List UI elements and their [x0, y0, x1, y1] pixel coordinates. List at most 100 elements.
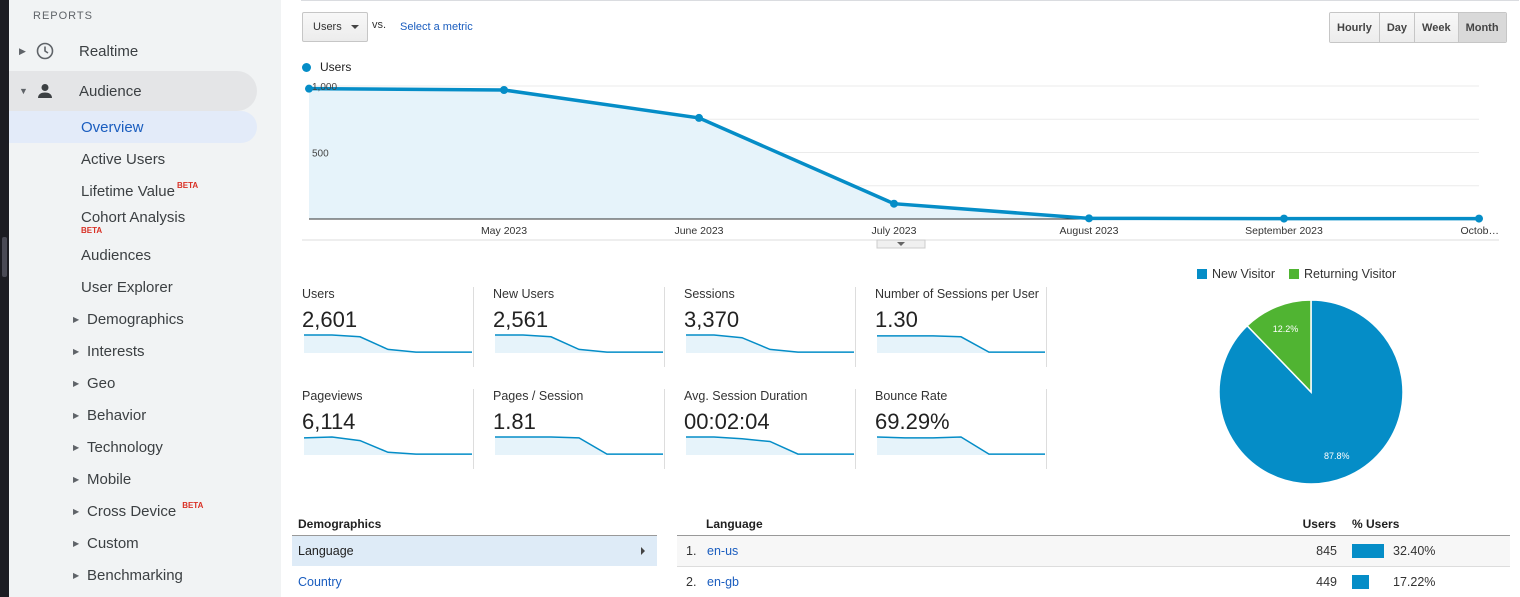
week-button[interactable]: Week — [1415, 13, 1459, 42]
row-number: 2. — [686, 575, 697, 589]
data-point — [500, 85, 508, 94]
metric-label: Pageviews — [302, 389, 363, 403]
expand-triangle-icon: ▶ — [73, 538, 80, 548]
metric-label: New Users — [493, 287, 555, 301]
metric-value: 69.29% — [875, 409, 950, 434]
sidebar-item-label: Realtime — [79, 42, 139, 60]
sparkline-path — [495, 436, 663, 455]
expand-triangle-icon: ▶ — [73, 378, 80, 388]
metric-tile-sessions-per-user[interactable]: Number of Sessions per User 1.30 — [875, 287, 1047, 367]
sidebar-group-behavior[interactable]: ▶ Behavior — [9, 399, 257, 431]
sidebar-item-user-explorer[interactable]: User Explorer — [9, 271, 257, 303]
demographics-heading: Demographics — [298, 517, 382, 531]
pct-value: 17.22% — [1393, 575, 1436, 589]
metric-value: 1.81 — [493, 409, 536, 434]
sidebar-item-cohort-analysis[interactable]: Cohort Analysis BETA — [9, 207, 257, 243]
users-value: 449 — [1316, 575, 1337, 589]
sparkline-fill — [495, 437, 663, 455]
sidebar-item-overview[interactable]: Overview — [9, 111, 257, 143]
legend-swatch — [302, 62, 311, 72]
beta-badge: BETA — [176, 180, 199, 190]
demographics-language-item[interactable]: Language — [292, 536, 657, 566]
window-edge — [0, 0, 9, 597]
sidebar-item-label: Geo — [87, 374, 116, 392]
x-tick-label: Octob… — [1460, 225, 1499, 237]
users-line-chart: 1,000 500 May 2023 June 2023 July 2023 August… — [302, 82, 1499, 249]
sidebar-group-cross-device[interactable]: ▶ Cross Device BETA — [9, 495, 257, 527]
pct-value: 32.40% — [1393, 544, 1436, 558]
demographics-country-link[interactable]: Country — [298, 575, 342, 589]
sidebar-item-audience[interactable]: ▼ Audience — [9, 71, 257, 111]
sidebar-item-realtime[interactable]: ▶ Realtime — [9, 31, 257, 71]
visitor-pie-chart: 87.8% 12.2% — [1218, 299, 1404, 485]
sparkline-path — [686, 334, 854, 353]
users-value: 845 — [1316, 544, 1337, 558]
sidebar-item-label: User Explorer — [81, 278, 173, 296]
expand-triangle-icon: ▶ — [73, 410, 80, 420]
metric-label: Avg. Session Duration — [684, 389, 808, 403]
data-point — [1475, 214, 1483, 223]
sparkline — [303, 436, 472, 455]
sparkline-fill — [877, 335, 1045, 353]
data-point — [1280, 214, 1288, 223]
sidebar-group-technology[interactable]: ▶ Technology — [9, 431, 257, 463]
metric-label: Users — [302, 287, 335, 301]
sidebar-item-audiences[interactable]: Audiences — [9, 239, 257, 271]
metric-tile-new-users[interactable]: New Users 2,561 — [493, 287, 665, 367]
table-row: 1. en-us 845 32.40% — [677, 536, 1510, 567]
metric-tile-pageviews[interactable]: Pageviews 6,114 — [302, 389, 474, 469]
metric-dropdown-value: Users — [313, 21, 342, 33]
clock-icon — [35, 41, 55, 61]
metric-tile-users[interactable]: Users 2,601 — [302, 287, 474, 367]
vs-label: vs. — [372, 19, 387, 31]
sparkline-path — [877, 335, 1045, 353]
month-button[interactable]: Month — [1458, 13, 1506, 42]
x-tick-label: June 2023 — [674, 225, 723, 237]
chart-collapse-handle[interactable] — [876, 239, 926, 249]
metric-label: Pages / Session — [493, 389, 584, 403]
legend-swatch — [1288, 269, 1299, 279]
metric-tile-bounce-rate[interactable]: Bounce Rate 69.29% — [875, 389, 1047, 469]
pct-bar — [1352, 544, 1384, 558]
sparkline — [304, 334, 472, 353]
sidebar-group-geo[interactable]: ▶ Geo — [9, 367, 257, 399]
metric-tile-sessions[interactable]: Sessions 3,370 — [684, 287, 856, 367]
metric-tile-avg-session-duration[interactable]: Avg. Session Duration 00:02:04 — [684, 389, 856, 469]
dropdown-arrow-icon — [351, 25, 359, 29]
select-metric-link[interactable]: Select a metric — [400, 21, 473, 33]
pct-bar — [1352, 575, 1369, 589]
resize-handle[interactable] — [2, 237, 7, 277]
sidebar-group-benchmarking[interactable]: ▶ Benchmarking — [9, 559, 257, 591]
metric-value: 1.30 — [875, 307, 918, 332]
sidebar-item-label: Interests — [87, 342, 145, 360]
sidebar-group-custom[interactable]: ▶ Custom — [9, 527, 257, 559]
metric-label: Bounce Rate — [875, 389, 948, 403]
expand-triangle-icon: ▶ — [73, 442, 80, 452]
day-button[interactable]: Day — [1379, 13, 1416, 42]
beta-badge: BETA — [182, 500, 204, 510]
pie-legend: New Visitor Returning Visitor — [1197, 267, 1410, 281]
pct-users-column-header: % Users — [1352, 517, 1400, 531]
divider — [677, 535, 1510, 536]
sparkline-fill — [495, 335, 663, 353]
sidebar-item-label: Lifetime Value — [81, 182, 175, 200]
hourly-button[interactable]: Hourly — [1330, 13, 1380, 42]
sidebar-item-active-users[interactable]: Active Users — [9, 143, 257, 175]
sidebar-group-mobile[interactable]: ▶ Mobile — [9, 463, 257, 495]
expand-caret-icon: ▶ — [19, 45, 26, 56]
language-link[interactable]: en-us — [707, 544, 739, 558]
language-link[interactable]: en-gb — [707, 575, 739, 589]
metric-dropdown[interactable]: Users — [302, 12, 368, 42]
sidebar-group-interests[interactable]: ▶ Interests — [9, 335, 257, 367]
x-tick-label: August 2023 — [1060, 225, 1119, 237]
sidebar-group-demographics[interactable]: ▶ Demographics — [9, 303, 257, 335]
report-main: Users vs. Select a metric Hourly Day Wee… — [281, 0, 1520, 597]
sidebar-item-lifetime-value[interactable]: Lifetime Value BETA — [9, 175, 257, 207]
divider — [292, 535, 657, 536]
row-number: 1. — [686, 544, 697, 558]
metric-tile-pages-per-session[interactable]: Pages / Session 1.81 — [493, 389, 665, 469]
demographics-item-label: Language — [298, 544, 354, 558]
collapse-caret-icon: ▼ — [19, 86, 28, 96]
sparkline-path — [686, 436, 854, 455]
language-column-header: Language — [706, 517, 763, 531]
